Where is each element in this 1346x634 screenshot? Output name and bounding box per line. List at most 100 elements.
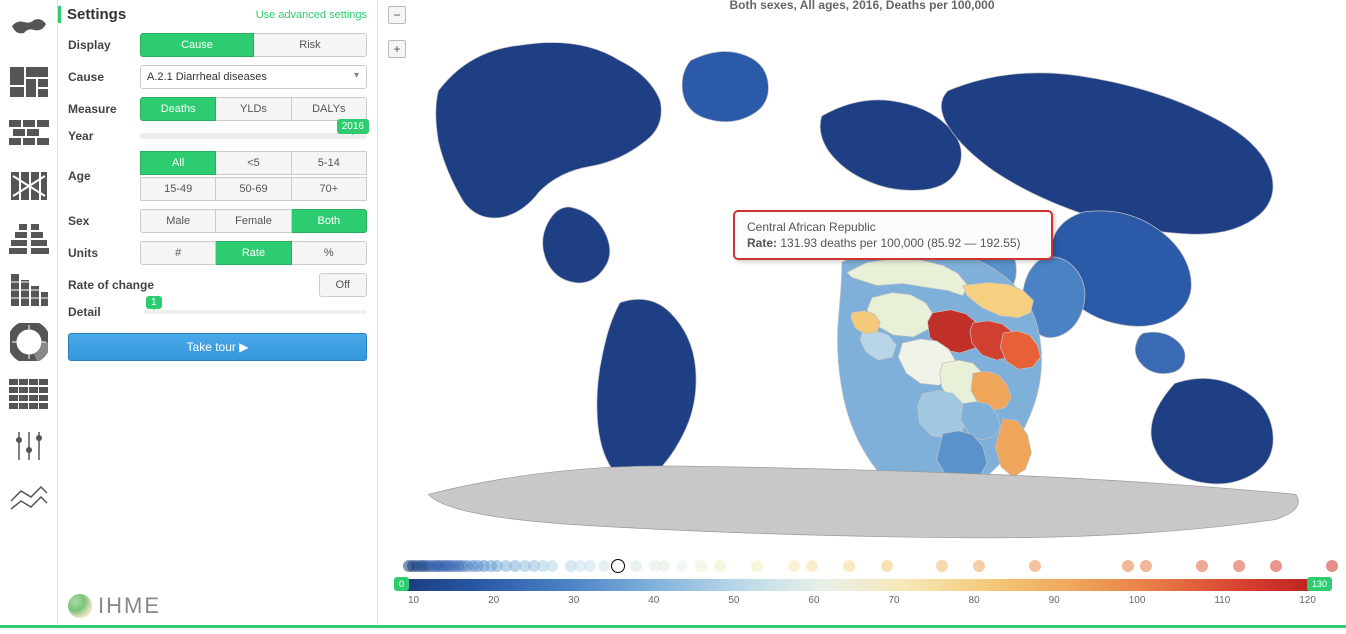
nav-treemap-icon[interactable] (5, 58, 53, 106)
take-tour-button[interactable]: Take tour ▶ (68, 333, 367, 361)
legend-dot (1029, 560, 1041, 572)
age-label: Age (68, 169, 140, 183)
roc-label: Rate of change (68, 278, 319, 292)
nav-pyramid-icon[interactable] (5, 214, 53, 262)
legend-tick: 110 (1214, 595, 1230, 606)
legend-dot-strip (398, 555, 1326, 577)
sex-group: MaleFemaleBoth (140, 209, 367, 233)
legend-tick: 50 (728, 595, 739, 606)
map-tooltip: Central African Republic Rate: 131.93 de… (733, 210, 1053, 260)
age-group: All<55-14 15-4950-6970+ (140, 151, 367, 201)
units-label: Units (68, 246, 140, 260)
map-title: Both sexes, All ages, 2016, Deaths per 1… (378, 0, 1346, 12)
legend-tick: 100 (1129, 595, 1146, 606)
ihme-logo-text: IHME (98, 593, 161, 619)
nav-bars-icon[interactable] (5, 266, 53, 314)
legend-dot (751, 560, 763, 572)
legend-dot (598, 560, 610, 572)
legend-max-cap: 130 (1307, 577, 1332, 591)
detail-slider[interactable]: 1 (144, 310, 367, 314)
tooltip-rate-text: 131.93 deaths per 100,000 (85.92 — 192.5… (780, 236, 1020, 250)
year-label: Year (68, 129, 140, 143)
legend-dot (714, 560, 726, 572)
legend-dot (788, 560, 800, 572)
legend-tick: 120 (1299, 595, 1316, 606)
sex-label: Sex (68, 214, 140, 228)
option-deaths[interactable]: Deaths (140, 97, 216, 121)
legend-gradient: 0 130 (398, 579, 1326, 591)
nav-bricks-icon[interactable] (5, 110, 53, 158)
measure-group: DeathsYLDsDALYs (140, 97, 367, 121)
units-group: #Rate% (140, 241, 367, 265)
legend-tick: 70 (888, 595, 899, 606)
age-option-70[interactable]: 70+ (292, 177, 367, 201)
tooltip-body: Rate: 131.93 deaths per 100,000 (85.92 —… (747, 236, 1029, 250)
age-option-5069[interactable]: 50-69 (216, 177, 291, 201)
legend-dot (676, 560, 688, 572)
legend-dot (936, 560, 948, 572)
legend-dot (1233, 560, 1245, 572)
option-both[interactable]: Both (292, 209, 367, 233)
legend-tick: 30 (568, 595, 579, 606)
option-ylds[interactable]: YLDs (216, 97, 291, 121)
legend-dot (1140, 560, 1152, 572)
option-risk[interactable]: Risk (254, 33, 367, 57)
legend-tick: 90 (1049, 595, 1060, 606)
legend-dot (611, 559, 625, 573)
legend-dot (658, 560, 670, 572)
legend-tick: 40 (648, 595, 659, 606)
cause-select[interactable]: A.2.1 Diarrheal diseases (140, 65, 367, 89)
measure-label: Measure (68, 102, 140, 116)
legend-dot (630, 560, 642, 572)
age-option-all[interactable]: All (140, 151, 216, 175)
detail-label: Detail (68, 305, 140, 319)
world-map[interactable] (398, 20, 1326, 545)
legend-dot (881, 560, 893, 572)
legend-dot (843, 560, 855, 572)
legend-dot (1196, 560, 1208, 572)
settings-title: Settings (67, 6, 126, 23)
legend-ticks: 10 20 30 40 50 60 70 80 90 100 110 120 (398, 595, 1326, 606)
nav-cross-icon[interactable] (5, 162, 53, 210)
nav-world-icon[interactable] (5, 6, 53, 54)
legend-dot (1270, 560, 1282, 572)
detail-handle[interactable]: 1 (146, 296, 162, 309)
legend-tick: 60 (808, 595, 819, 606)
legend-dot (973, 560, 985, 572)
legend-dot (1122, 560, 1134, 572)
legend-tick: 20 (488, 595, 499, 606)
legend-area: 0 130 10 20 30 40 50 60 70 80 90 100 110 120 (398, 555, 1326, 615)
display-label: Display (68, 38, 140, 52)
display-group: CauseRisk (140, 33, 367, 57)
age-option-5[interactable]: <5 (216, 151, 291, 175)
legend-dot (695, 560, 707, 572)
nav-sliders-icon[interactable] (5, 422, 53, 470)
option-dalys[interactable]: DALYs (292, 97, 367, 121)
option-cause[interactable]: Cause (140, 33, 254, 57)
age-option-1549[interactable]: 15-49 (140, 177, 216, 201)
option-[interactable]: # (140, 241, 216, 265)
nav-lines-icon[interactable] (5, 474, 53, 522)
tooltip-title: Central African Republic (747, 220, 1029, 234)
legend-tick: 10 (408, 595, 419, 606)
option-rate[interactable]: Rate (216, 241, 291, 265)
advanced-settings-link[interactable]: Use advanced settings (256, 9, 367, 21)
legend-min-cap: 0 (394, 577, 409, 591)
map-area: Both sexes, All ages, 2016, Deaths per 1… (378, 0, 1346, 625)
legend-tick: 80 (969, 595, 980, 606)
nav-sidebar (0, 0, 58, 625)
cause-label: Cause (68, 70, 140, 84)
ihme-logo-icon (68, 594, 92, 618)
option-[interactable]: % (292, 241, 367, 265)
age-option-514[interactable]: 5-14 (292, 151, 367, 175)
option-female[interactable]: Female (216, 209, 291, 233)
year-slider[interactable]: 2016 (140, 133, 367, 139)
option-male[interactable]: Male (140, 209, 216, 233)
year-handle[interactable]: 2016 (337, 119, 369, 134)
settings-panel: Settings Use advanced settings Display C… (58, 0, 378, 625)
tooltip-rate-label: Rate: (747, 236, 777, 250)
roc-button[interactable]: Off (319, 273, 367, 297)
legend-dot (546, 560, 558, 572)
nav-donut-icon[interactable] (5, 318, 53, 366)
nav-grid-icon[interactable] (5, 370, 53, 418)
